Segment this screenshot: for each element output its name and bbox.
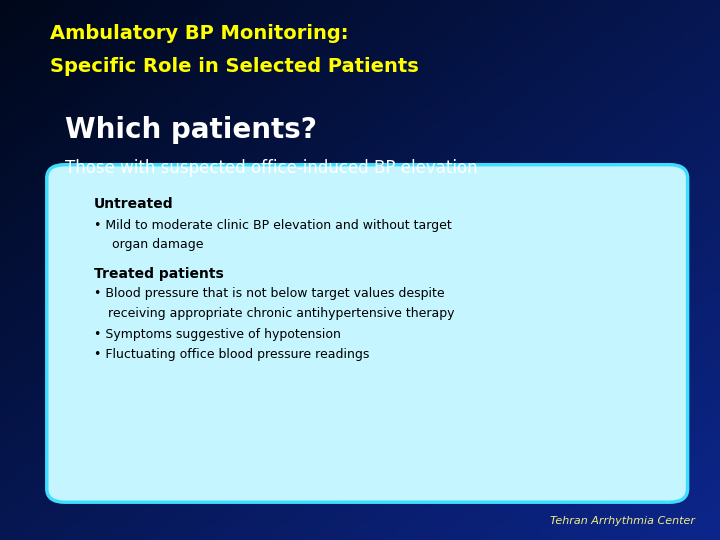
Text: Treated patients: Treated patients <box>94 267 223 281</box>
Text: • Fluctuating office blood pressure readings: • Fluctuating office blood pressure read… <box>94 348 369 361</box>
Text: Ambulatory BP Monitoring:: Ambulatory BP Monitoring: <box>50 24 349 43</box>
FancyBboxPatch shape <box>47 165 688 502</box>
Text: Those with suspected office-induced BP elevation: Those with suspected office-induced BP e… <box>65 159 477 177</box>
Text: Specific Role in Selected Patients: Specific Role in Selected Patients <box>50 57 419 76</box>
Text: organ damage: organ damage <box>112 238 203 251</box>
Text: • Mild to moderate clinic BP elevation and without target: • Mild to moderate clinic BP elevation a… <box>94 219 451 232</box>
Text: Which patients?: Which patients? <box>65 116 317 144</box>
Text: Untreated: Untreated <box>94 197 174 211</box>
Text: Tehran Arrhythmia Center: Tehran Arrhythmia Center <box>550 516 695 526</box>
Text: receiving appropriate chronic antihypertensive therapy: receiving appropriate chronic antihypert… <box>108 307 454 320</box>
Text: • Symptoms suggestive of hypotension: • Symptoms suggestive of hypotension <box>94 328 341 341</box>
Text: • Blood pressure that is not below target values despite: • Blood pressure that is not below targe… <box>94 287 444 300</box>
